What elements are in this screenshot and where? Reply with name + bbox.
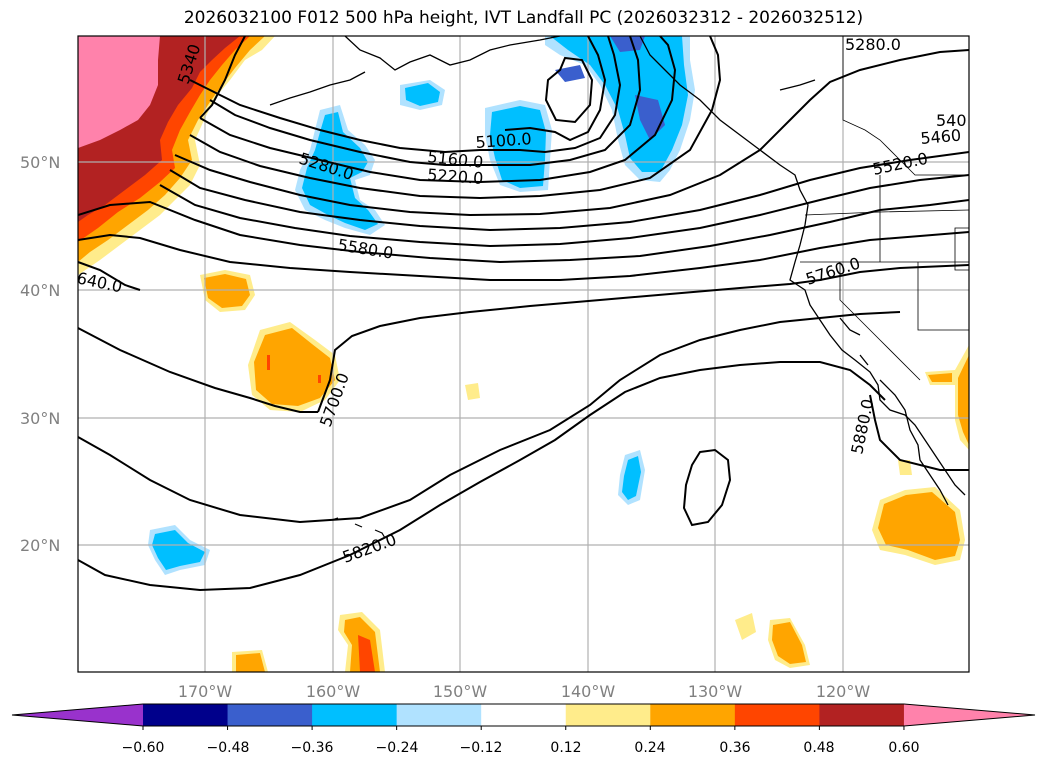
colorbar — [11, 703, 1036, 730]
ivt-negative-gulf-of-alaska — [400, 36, 695, 192]
height-contours — [78, 36, 969, 592]
lat-label: 30°N — [20, 409, 60, 428]
lon-label: 150°W — [433, 682, 488, 701]
colorbar-segment — [143, 704, 229, 726]
colorbar-tick-label: −0.60 — [122, 740, 165, 756]
latitude-labels: 50°N 40°N 30°N 20°N — [20, 153, 60, 555]
colorbar-tick-label: 0.24 — [634, 740, 665, 756]
colorbar-tick-label: −0.12 — [460, 740, 503, 756]
lon-label: 130°W — [688, 682, 743, 701]
lat-label: 20°N — [20, 536, 60, 555]
graticule — [78, 36, 969, 672]
colorbar-segment — [396, 704, 482, 726]
lon-label: 140°W — [561, 682, 616, 701]
colorbar-tick-label: 0.36 — [719, 740, 750, 756]
lat-label: 50°N — [20, 153, 60, 172]
colorbar-segment — [565, 704, 651, 726]
state-borders — [800, 36, 969, 381]
colorbar-segment — [734, 704, 820, 726]
lon-label: 170°W — [178, 682, 233, 701]
contour-label: 5280.0 — [845, 35, 901, 54]
colorbar-tick-label: −0.48 — [207, 740, 250, 756]
colorbar-tick-label: −0.24 — [376, 740, 419, 756]
colorbar-tick-label: −0.36 — [291, 740, 334, 756]
lat-label: 40°N — [20, 281, 60, 300]
ivt-positive-south — [232, 612, 810, 672]
colorbar-segment — [819, 704, 905, 726]
colorbar-tick-label: 0.48 — [803, 740, 834, 756]
colorbar-extend-min — [12, 704, 143, 726]
contour-label: 5220.0 — [427, 165, 484, 188]
coastlines — [269, 36, 966, 506]
ivt-negative-north-central — [295, 105, 385, 235]
map-frame — [77, 35, 970, 673]
contour-label: 5460 — [920, 126, 962, 148]
colorbar-extend-max — [903, 704, 1035, 726]
lon-label: 160°W — [306, 682, 361, 701]
colorbar-tick-label: 0.60 — [888, 740, 919, 756]
ivt-negative-southwest — [148, 525, 210, 575]
colorbar-segment — [227, 704, 313, 726]
colorbar-ticks: −0.60 −0.48 −0.36 −0.24 −0.12 0.12 0.24 … — [122, 740, 920, 756]
contour-label: 5100.0 — [475, 129, 532, 152]
colorbar-segment — [650, 704, 736, 726]
ivt-positive-blob-40n — [200, 270, 255, 312]
colorbar-segment — [481, 704, 567, 726]
longitude-labels: 170°W 160°W 150°W 140°W 130°W 120°W — [178, 682, 871, 701]
contour-label: 540 — [936, 111, 967, 130]
map-title: 2026032100 F012 500 hPa height, IVT Land… — [183, 8, 864, 28]
ivt-positive-blob-35n — [248, 322, 340, 412]
ivt-negative-small-tropical — [465, 383, 645, 505]
lon-label: 120°W — [816, 682, 871, 701]
colorbar-segment — [312, 704, 398, 726]
colorbar-tick-label: 0.12 — [550, 740, 581, 756]
